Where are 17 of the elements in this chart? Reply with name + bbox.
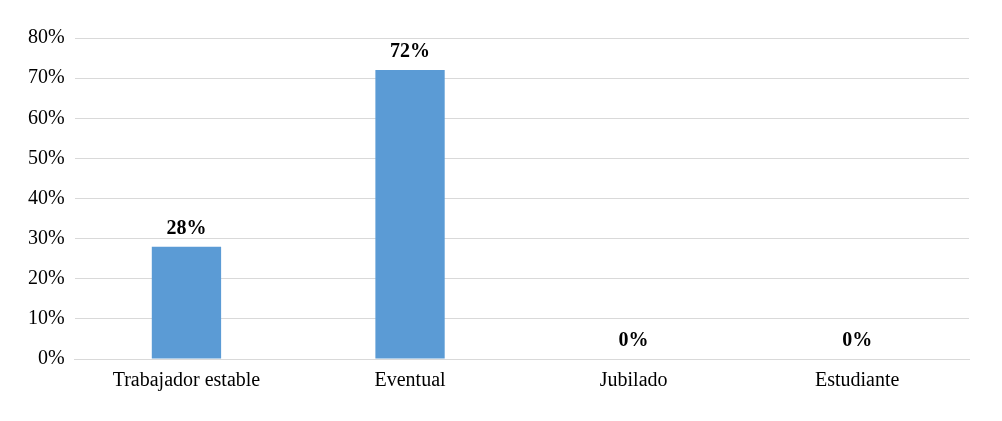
data-label: 0% [618,328,649,351]
y-tick-label: 10% [27,306,65,329]
y-tick-label: 40% [27,185,65,208]
y-tick-label: 60% [27,105,65,128]
y-tick-label: 30% [27,225,65,248]
y-tick-label: 50% [27,145,65,168]
data-label: 72% [390,39,431,62]
x-tick-label: Estudiante [814,368,900,391]
data-label: 28% [166,215,207,238]
x-tick-label: Trabajador estable [112,368,261,392]
x-tick-label: Eventual [374,368,447,391]
x-tick-label: Jubilado [599,368,668,391]
y-tick-label: 80% [27,25,65,48]
y-tick-label: 0% [37,346,65,369]
y-tick-label: 70% [27,65,65,88]
y-tick-label: 20% [27,266,65,288]
data-label: 0% [842,328,873,351]
